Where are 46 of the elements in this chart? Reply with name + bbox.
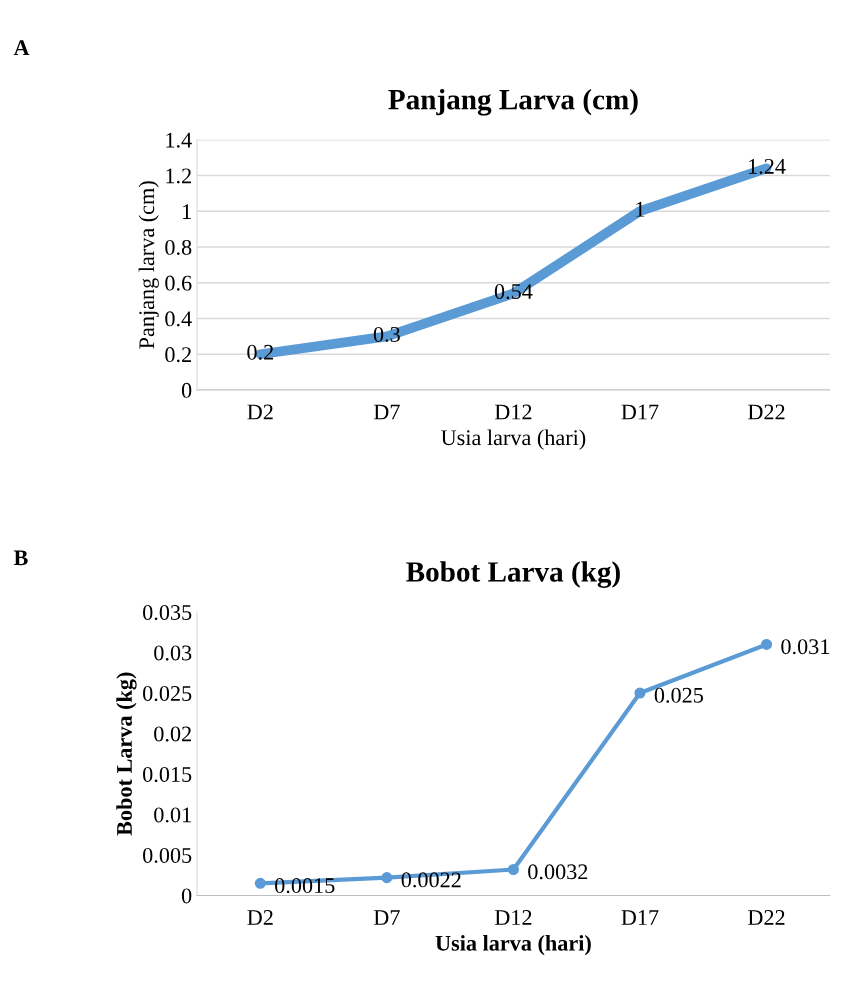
text: B [13, 550, 28, 566]
y-axis-title: Bobot Larva (kg) [116, 672, 137, 836]
y-tick-label: 0.035 [143, 604, 192, 621]
x-tick-label: D12 [494, 910, 532, 925]
y-tick-label: 0 [181, 382, 192, 398]
point [381, 872, 393, 884]
x-tick-label: D2 [247, 910, 273, 925]
x-tick-label: D22 [748, 910, 785, 925]
x-tick-label: D7 [373, 404, 400, 420]
x-axis-title: Usia larva (hari) [441, 429, 586, 450]
chart-title: Bobot Larva (kg) [406, 561, 620, 588]
point [507, 863, 519, 876]
y-tick-label: 0.03 [154, 645, 192, 661]
y-tick-label: 0.015 [143, 766, 192, 783]
y-tick-label: 0.6 [165, 275, 192, 291]
data-label: 1 [636, 201, 645, 217]
y-tick-label: 0.02 [154, 726, 191, 742]
data-label: 0.0032 [528, 864, 588, 880]
y-tick-label: 1.4 [166, 132, 192, 148]
y-tick-label: 0.005 [143, 847, 192, 863]
x-tick-label: D2 [247, 404, 273, 420]
data-label: 0.3 [373, 326, 400, 342]
x-axis-title: Usia larva (hari) [435, 935, 591, 956]
x-tick-label: D17 [621, 404, 659, 420]
y-tick-label: 0.2 [165, 347, 191, 363]
data-label: 0.0022 [401, 872, 461, 888]
y-tick-label: 0.8 [165, 239, 192, 255]
y-tick-label: 0.4 [165, 311, 192, 327]
x-tick-label: D22 [748, 404, 785, 420]
y-tick-label: 1.2 [166, 168, 191, 184]
data-label: 0.031 [781, 639, 830, 655]
y-tick-label: 0.01 [154, 807, 191, 823]
point [760, 638, 773, 650]
y-axis-title: Panjang larva (cm) [138, 181, 159, 349]
y-tick-label: 1 [183, 204, 191, 219]
x-tick-label: D12 [494, 404, 532, 420]
y-tick-label: 0.025 [143, 685, 192, 702]
data-label: 1.24 [749, 158, 786, 174]
point [634, 687, 646, 699]
y-tick-label: 0 [181, 888, 192, 904]
point [254, 877, 266, 889]
data-label: 0.025 [654, 687, 703, 703]
text: A [13, 40, 30, 56]
x-tick-label: D17 [621, 910, 659, 925]
x-tick-label: D7 [373, 910, 400, 925]
chart-title: Panjang Larva (cm) [388, 88, 638, 116]
